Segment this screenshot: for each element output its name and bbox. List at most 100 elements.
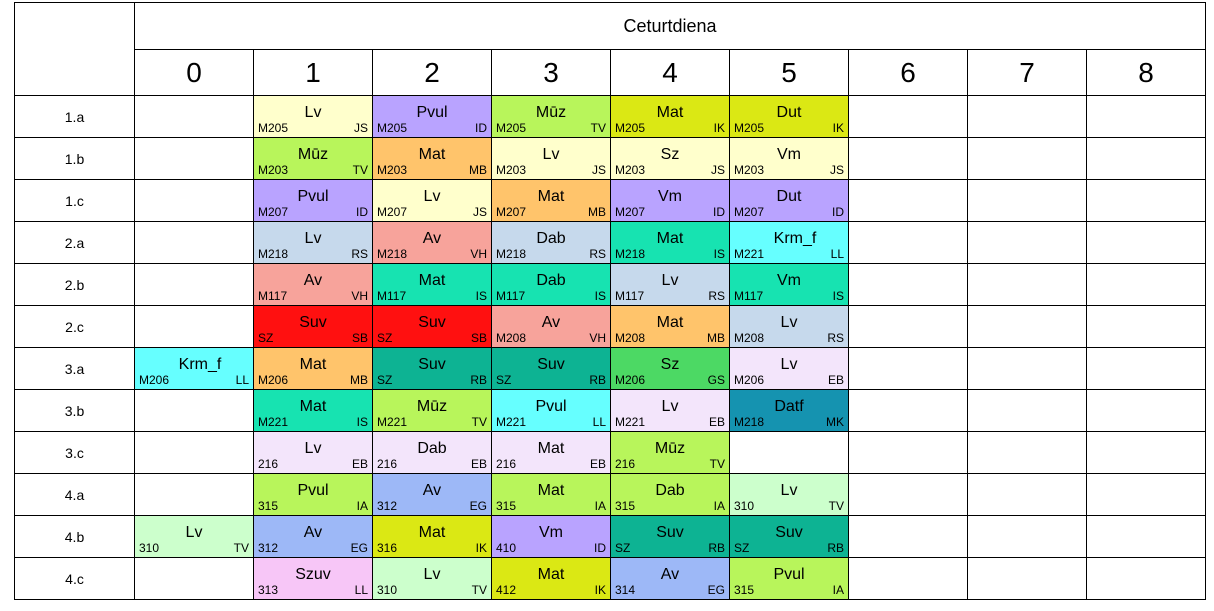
lesson-cell[interactable]: Pvul 315 IA xyxy=(253,473,373,516)
lesson-cell[interactable]: Av 314 EG xyxy=(610,557,730,600)
empty-slot[interactable] xyxy=(848,347,968,390)
empty-slot[interactable] xyxy=(967,221,1087,264)
empty-slot[interactable] xyxy=(967,431,1087,474)
empty-slot[interactable] xyxy=(967,95,1087,138)
empty-slot[interactable] xyxy=(134,431,254,474)
lesson-cell[interactable]: Pvul M207 ID xyxy=(253,179,373,222)
empty-slot[interactable] xyxy=(134,557,254,600)
empty-slot[interactable] xyxy=(967,473,1087,516)
lesson-cell[interactable]: Av M117 VH xyxy=(253,263,373,306)
lesson-cell[interactable]: Mat M206 MB xyxy=(253,347,373,390)
lesson-cell[interactable]: Lv 310 TV xyxy=(372,557,492,600)
empty-slot[interactable] xyxy=(134,221,254,264)
lesson-cell[interactable]: Mat 216 EB xyxy=(491,431,611,474)
empty-slot[interactable] xyxy=(967,347,1087,390)
lesson-cell[interactable]: Lv M218 RS xyxy=(253,221,373,264)
empty-slot[interactable] xyxy=(967,389,1087,432)
lesson-cell[interactable]: Dut M207 ID xyxy=(729,179,849,222)
lesson-cell[interactable]: Dab 315 IA xyxy=(610,473,730,516)
lesson-cell[interactable]: Suv SZ RB xyxy=(729,515,849,558)
lesson-cell[interactable]: Vm M203 JS xyxy=(729,137,849,180)
empty-slot[interactable] xyxy=(134,95,254,138)
lesson-cell[interactable]: Mat 412 IK xyxy=(491,557,611,600)
lesson-cell[interactable]: Szuv 313 LL xyxy=(253,557,373,600)
empty-slot[interactable] xyxy=(1086,221,1206,264)
empty-slot[interactable] xyxy=(1086,263,1206,306)
lesson-cell[interactable]: Sz M206 GS xyxy=(610,347,730,390)
lesson-cell[interactable]: Av 312 EG xyxy=(372,473,492,516)
empty-slot[interactable] xyxy=(1086,515,1206,558)
lesson-cell[interactable]: Dab M218 RS xyxy=(491,221,611,264)
empty-slot[interactable] xyxy=(134,179,254,222)
empty-slot[interactable] xyxy=(848,557,968,600)
empty-slot[interactable] xyxy=(729,431,849,474)
lesson-cell[interactable]: Sz M203 JS xyxy=(610,137,730,180)
lesson-cell[interactable]: Mat M208 MB xyxy=(610,305,730,348)
empty-slot[interactable] xyxy=(967,515,1087,558)
empty-slot[interactable] xyxy=(848,473,968,516)
empty-slot[interactable] xyxy=(134,263,254,306)
empty-slot[interactable] xyxy=(134,305,254,348)
empty-slot[interactable] xyxy=(848,137,968,180)
lesson-cell[interactable]: Mat M218 IS xyxy=(610,221,730,264)
lesson-cell[interactable]: Mat M207 MB xyxy=(491,179,611,222)
lesson-cell[interactable]: Lv M221 EB xyxy=(610,389,730,432)
empty-slot[interactable] xyxy=(1086,347,1206,390)
empty-slot[interactable] xyxy=(848,431,968,474)
empty-slot[interactable] xyxy=(1086,431,1206,474)
lesson-cell[interactable]: Mat M221 IS xyxy=(253,389,373,432)
lesson-cell[interactable]: Lv M203 JS xyxy=(491,137,611,180)
lesson-cell[interactable]: Mat 315 IA xyxy=(491,473,611,516)
lesson-cell[interactable]: Suv SZ SB xyxy=(253,305,373,348)
empty-slot[interactable] xyxy=(134,473,254,516)
empty-slot[interactable] xyxy=(1086,473,1206,516)
empty-slot[interactable] xyxy=(1086,557,1206,600)
lesson-cell[interactable]: Vm M117 IS xyxy=(729,263,849,306)
empty-slot[interactable] xyxy=(848,179,968,222)
lesson-cell[interactable]: Mūz 216 TV xyxy=(610,431,730,474)
lesson-cell[interactable]: Mat M205 IK xyxy=(610,95,730,138)
empty-slot[interactable] xyxy=(1086,389,1206,432)
empty-slot[interactable] xyxy=(967,305,1087,348)
lesson-cell[interactable]: Lv M117 RS xyxy=(610,263,730,306)
lesson-cell[interactable]: Mat M203 MB xyxy=(372,137,492,180)
lesson-cell[interactable]: Suv SZ RB xyxy=(491,347,611,390)
empty-slot[interactable] xyxy=(848,263,968,306)
lesson-cell[interactable]: Pvul M221 LL xyxy=(491,389,611,432)
empty-slot[interactable] xyxy=(1086,137,1206,180)
lesson-cell[interactable]: Pvul M205 ID xyxy=(372,95,492,138)
lesson-cell[interactable]: Lv M207 JS xyxy=(372,179,492,222)
lesson-cell[interactable]: Suv SZ RB xyxy=(610,515,730,558)
lesson-cell[interactable]: Suv SZ RB xyxy=(372,347,492,390)
empty-slot[interactable] xyxy=(848,389,968,432)
empty-slot[interactable] xyxy=(848,95,968,138)
empty-slot[interactable] xyxy=(848,515,968,558)
lesson-cell[interactable]: Mūz M205 TV xyxy=(491,95,611,138)
lesson-cell[interactable]: Krm_f M206 LL xyxy=(134,347,254,390)
lesson-cell[interactable]: Mat 316 IK xyxy=(372,515,492,558)
lesson-cell[interactable]: Lv 310 TV xyxy=(134,515,254,558)
lesson-cell[interactable]: Lv 216 EB xyxy=(253,431,373,474)
lesson-cell[interactable]: Dab 216 EB xyxy=(372,431,492,474)
lesson-cell[interactable]: Vm M207 ID xyxy=(610,179,730,222)
empty-slot[interactable] xyxy=(134,137,254,180)
empty-slot[interactable] xyxy=(1086,305,1206,348)
lesson-cell[interactable]: Mūz M203 TV xyxy=(253,137,373,180)
empty-slot[interactable] xyxy=(967,137,1087,180)
lesson-cell[interactable]: Mūz M221 TV xyxy=(372,389,492,432)
lesson-cell[interactable]: Datf M218 MK xyxy=(729,389,849,432)
empty-slot[interactable] xyxy=(967,263,1087,306)
lesson-cell[interactable]: Dut M205 IK xyxy=(729,95,849,138)
empty-slot[interactable] xyxy=(848,305,968,348)
lesson-cell[interactable]: Lv 310 TV xyxy=(729,473,849,516)
empty-slot[interactable] xyxy=(967,179,1087,222)
lesson-cell[interactable]: Krm_f M221 LL xyxy=(729,221,849,264)
lesson-cell[interactable]: Vm 410 ID xyxy=(491,515,611,558)
lesson-cell[interactable]: Lv M206 EB xyxy=(729,347,849,390)
lesson-cell[interactable]: Pvul 315 IA xyxy=(729,557,849,600)
empty-slot[interactable] xyxy=(848,221,968,264)
empty-slot[interactable] xyxy=(134,389,254,432)
empty-slot[interactable] xyxy=(1086,95,1206,138)
empty-slot[interactable] xyxy=(967,557,1087,600)
lesson-cell[interactable]: Av M208 VH xyxy=(491,305,611,348)
